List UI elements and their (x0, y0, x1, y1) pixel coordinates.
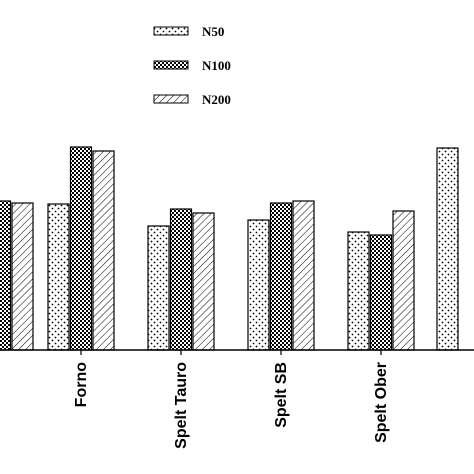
bar-n100-spelt-tauro (169, 208, 193, 351)
bar-n100-group-0 (0, 200, 12, 351)
bar-n200-spelt-sb (292, 200, 315, 351)
bar-n50-forno (47, 203, 70, 351)
bar-n100-spelt-ober (369, 234, 393, 351)
x-tick-label: Forno (73, 362, 90, 408)
legend-label-n200: N200 (202, 92, 231, 107)
legend: N50 N100 N200 (153, 24, 231, 107)
bar-n100-spelt-sb (269, 202, 293, 351)
bar-n200-spelt-ober (392, 210, 415, 351)
x-tick-label: Spelt SB (273, 362, 290, 428)
bars-group (0, 146, 459, 351)
x-tick-label: Spelt Tauro (173, 362, 190, 449)
legend-label-n100: N100 (202, 58, 231, 73)
legend-label-n50: N50 (202, 24, 224, 39)
bar-n100-forno (69, 146, 93, 351)
x-tick-label: Spelt Ober (373, 362, 390, 443)
legend-swatch-n200 (153, 94, 189, 104)
bar-n50-spelt-sb (247, 219, 270, 351)
legend-swatch-n100 (153, 60, 189, 70)
x-ticks-group: Forno Spelt Tauro Spelt SB Spelt Ober (73, 350, 390, 449)
bar-n200-forno (92, 150, 115, 351)
legend-swatch-n50 (153, 26, 189, 36)
bar-n200-group-0 (11, 202, 34, 351)
bar-n50-group-5 (436, 147, 459, 351)
bar-n50-spelt-tauro (147, 225, 170, 351)
bar-n200-spelt-tauro (192, 212, 215, 351)
bar-n50-spelt-ober (347, 231, 370, 351)
